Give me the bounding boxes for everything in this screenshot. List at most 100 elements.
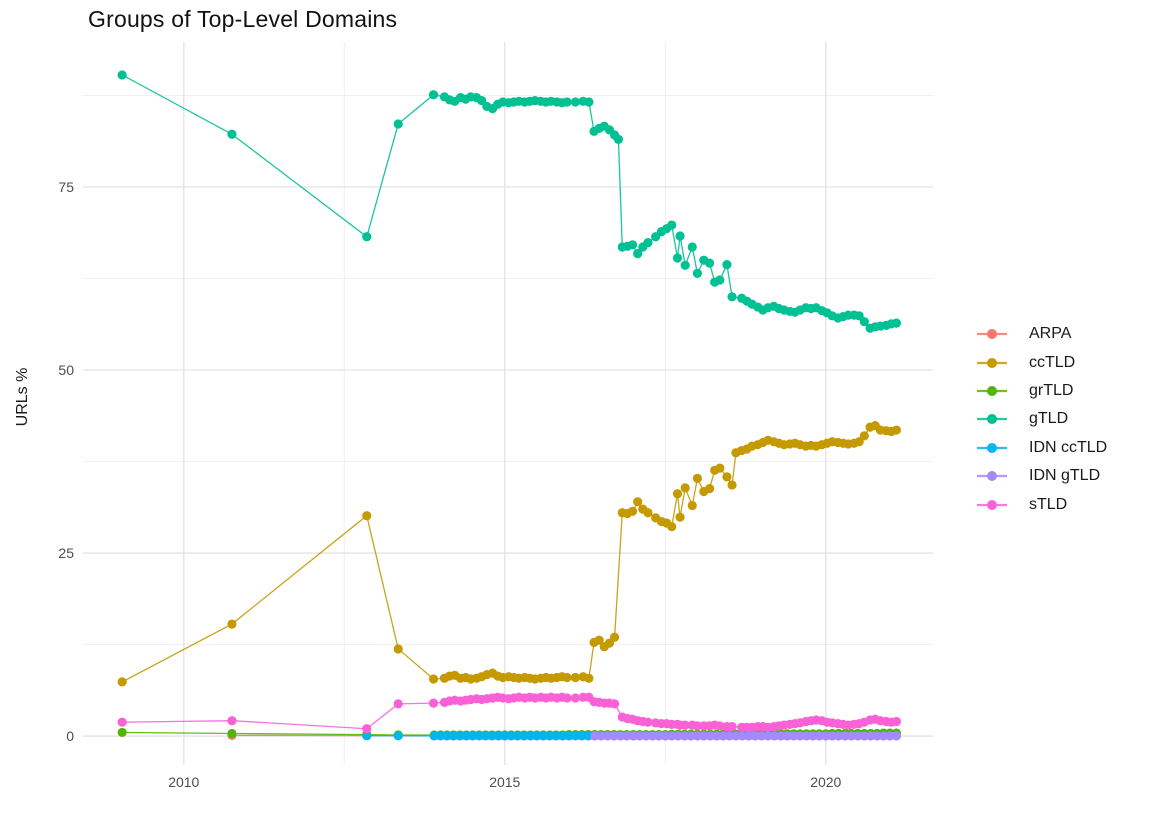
legend-dot bbox=[987, 414, 997, 425]
data-point bbox=[227, 129, 237, 139]
data-point bbox=[643, 508, 653, 518]
data-point bbox=[525, 731, 536, 741]
data-point bbox=[627, 506, 638, 516]
data-point bbox=[362, 731, 372, 741]
legend-key-stld-icon bbox=[977, 499, 1007, 510]
data-point bbox=[538, 731, 548, 741]
data-point bbox=[776, 731, 786, 741]
data-point bbox=[633, 497, 643, 507]
legend-label-stld: sTLD bbox=[1029, 495, 1068, 513]
y-tick-label-0: 0 bbox=[66, 728, 74, 745]
data-point bbox=[506, 731, 516, 741]
data-point bbox=[609, 699, 620, 709]
data-point bbox=[562, 693, 572, 703]
data-point bbox=[763, 731, 773, 741]
legend-dot bbox=[987, 442, 997, 453]
data-point bbox=[487, 731, 497, 741]
data-point bbox=[667, 220, 677, 230]
data-point bbox=[393, 644, 403, 654]
data-point bbox=[117, 677, 127, 687]
data-point bbox=[795, 731, 805, 741]
x-tick-label-2020: 2020 bbox=[810, 774, 842, 790]
data-point bbox=[609, 731, 619, 741]
x-tick-label-2010: 2010 bbox=[168, 774, 200, 790]
data-point bbox=[602, 731, 613, 741]
data-point bbox=[435, 731, 446, 741]
data-point bbox=[493, 731, 503, 741]
data-point bbox=[428, 90, 439, 100]
data-point bbox=[647, 731, 658, 741]
data-point bbox=[731, 731, 741, 741]
data-point bbox=[654, 731, 664, 741]
data-point bbox=[827, 731, 837, 741]
data-point bbox=[715, 275, 725, 285]
data-point bbox=[834, 731, 844, 741]
data-point bbox=[461, 731, 471, 741]
data-point bbox=[596, 731, 606, 741]
data-point bbox=[609, 632, 620, 642]
data-point bbox=[744, 731, 754, 741]
data-point bbox=[680, 483, 690, 493]
legend-key-cctld-icon bbox=[977, 357, 1007, 368]
data-point bbox=[442, 731, 452, 741]
data-point bbox=[699, 731, 709, 741]
series-points-cctld bbox=[117, 421, 902, 687]
data-point bbox=[673, 731, 683, 741]
data-point bbox=[680, 720, 690, 730]
x-tick-label-2015: 2015 bbox=[489, 774, 521, 790]
data-point bbox=[853, 731, 863, 741]
data-point bbox=[393, 731, 403, 741]
data-point bbox=[577, 731, 587, 741]
data-point bbox=[712, 731, 722, 741]
data-point bbox=[227, 728, 237, 739]
data-point bbox=[808, 731, 818, 741]
data-point bbox=[227, 716, 237, 726]
data-point bbox=[727, 721, 737, 732]
data-point bbox=[584, 97, 594, 107]
data-point bbox=[428, 698, 439, 708]
y-tick-label-50: 50 bbox=[58, 362, 74, 378]
data-point bbox=[679, 731, 690, 741]
data-point bbox=[519, 731, 529, 741]
data-point bbox=[500, 731, 510, 741]
legend-label-grtld: grTLD bbox=[1029, 381, 1074, 399]
legend-item-gtld: gTLD bbox=[977, 405, 1107, 433]
series-points-gtld bbox=[117, 70, 902, 333]
data-point bbox=[675, 512, 685, 522]
data-point bbox=[840, 731, 850, 741]
data-point bbox=[594, 635, 604, 645]
data-point bbox=[227, 619, 237, 629]
data-point bbox=[866, 731, 876, 741]
data-point bbox=[393, 119, 403, 129]
legend-label-idn-gtld: IDN gTLD bbox=[1029, 467, 1101, 485]
legend-item-stld: sTLD bbox=[977, 490, 1107, 518]
data-point bbox=[362, 724, 372, 734]
data-point bbox=[633, 248, 643, 259]
data-point bbox=[468, 731, 478, 741]
data-point bbox=[878, 731, 889, 741]
data-point bbox=[480, 731, 491, 741]
legend-dot bbox=[987, 499, 997, 510]
data-point bbox=[570, 731, 581, 741]
data-point bbox=[545, 731, 555, 741]
data-point bbox=[727, 292, 737, 302]
data-point bbox=[362, 232, 372, 242]
data-point bbox=[692, 473, 702, 483]
legend-label-idn-cctld: IDN ccTLD bbox=[1029, 438, 1108, 456]
data-point bbox=[821, 731, 831, 741]
data-point bbox=[891, 731, 902, 741]
data-point bbox=[692, 731, 702, 741]
data-point bbox=[570, 672, 581, 683]
data-point bbox=[705, 731, 715, 741]
y-tick-label-25: 25 bbox=[58, 545, 74, 562]
data-point bbox=[859, 431, 869, 441]
legend-label-cctld: ccTLD bbox=[1029, 353, 1076, 371]
legend-item-idn-gtld: IDN gTLD bbox=[977, 462, 1107, 490]
legend-item-idn-cctld: IDN ccTLD bbox=[977, 434, 1107, 462]
data-point bbox=[692, 268, 702, 278]
legend-dot bbox=[987, 357, 997, 368]
data-point bbox=[513, 731, 523, 741]
data-point bbox=[117, 727, 127, 738]
data-point bbox=[429, 731, 439, 741]
